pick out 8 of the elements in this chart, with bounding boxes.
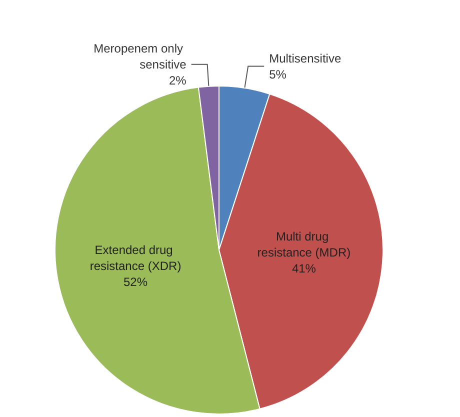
data-label: 2% — [168, 73, 187, 88]
data-label: 41% — [292, 262, 316, 276]
slice-label: Multisensitive — [269, 51, 342, 66]
slice-label: Multi drug resistance (MDR) — [257, 230, 351, 260]
data-label: 5% — [269, 67, 287, 82]
slice-label: Extended drug resistance (XDR) — [90, 242, 182, 273]
slice-label: Meropenem only sensitive — [94, 41, 187, 72]
data-label: 52% — [123, 274, 148, 289]
